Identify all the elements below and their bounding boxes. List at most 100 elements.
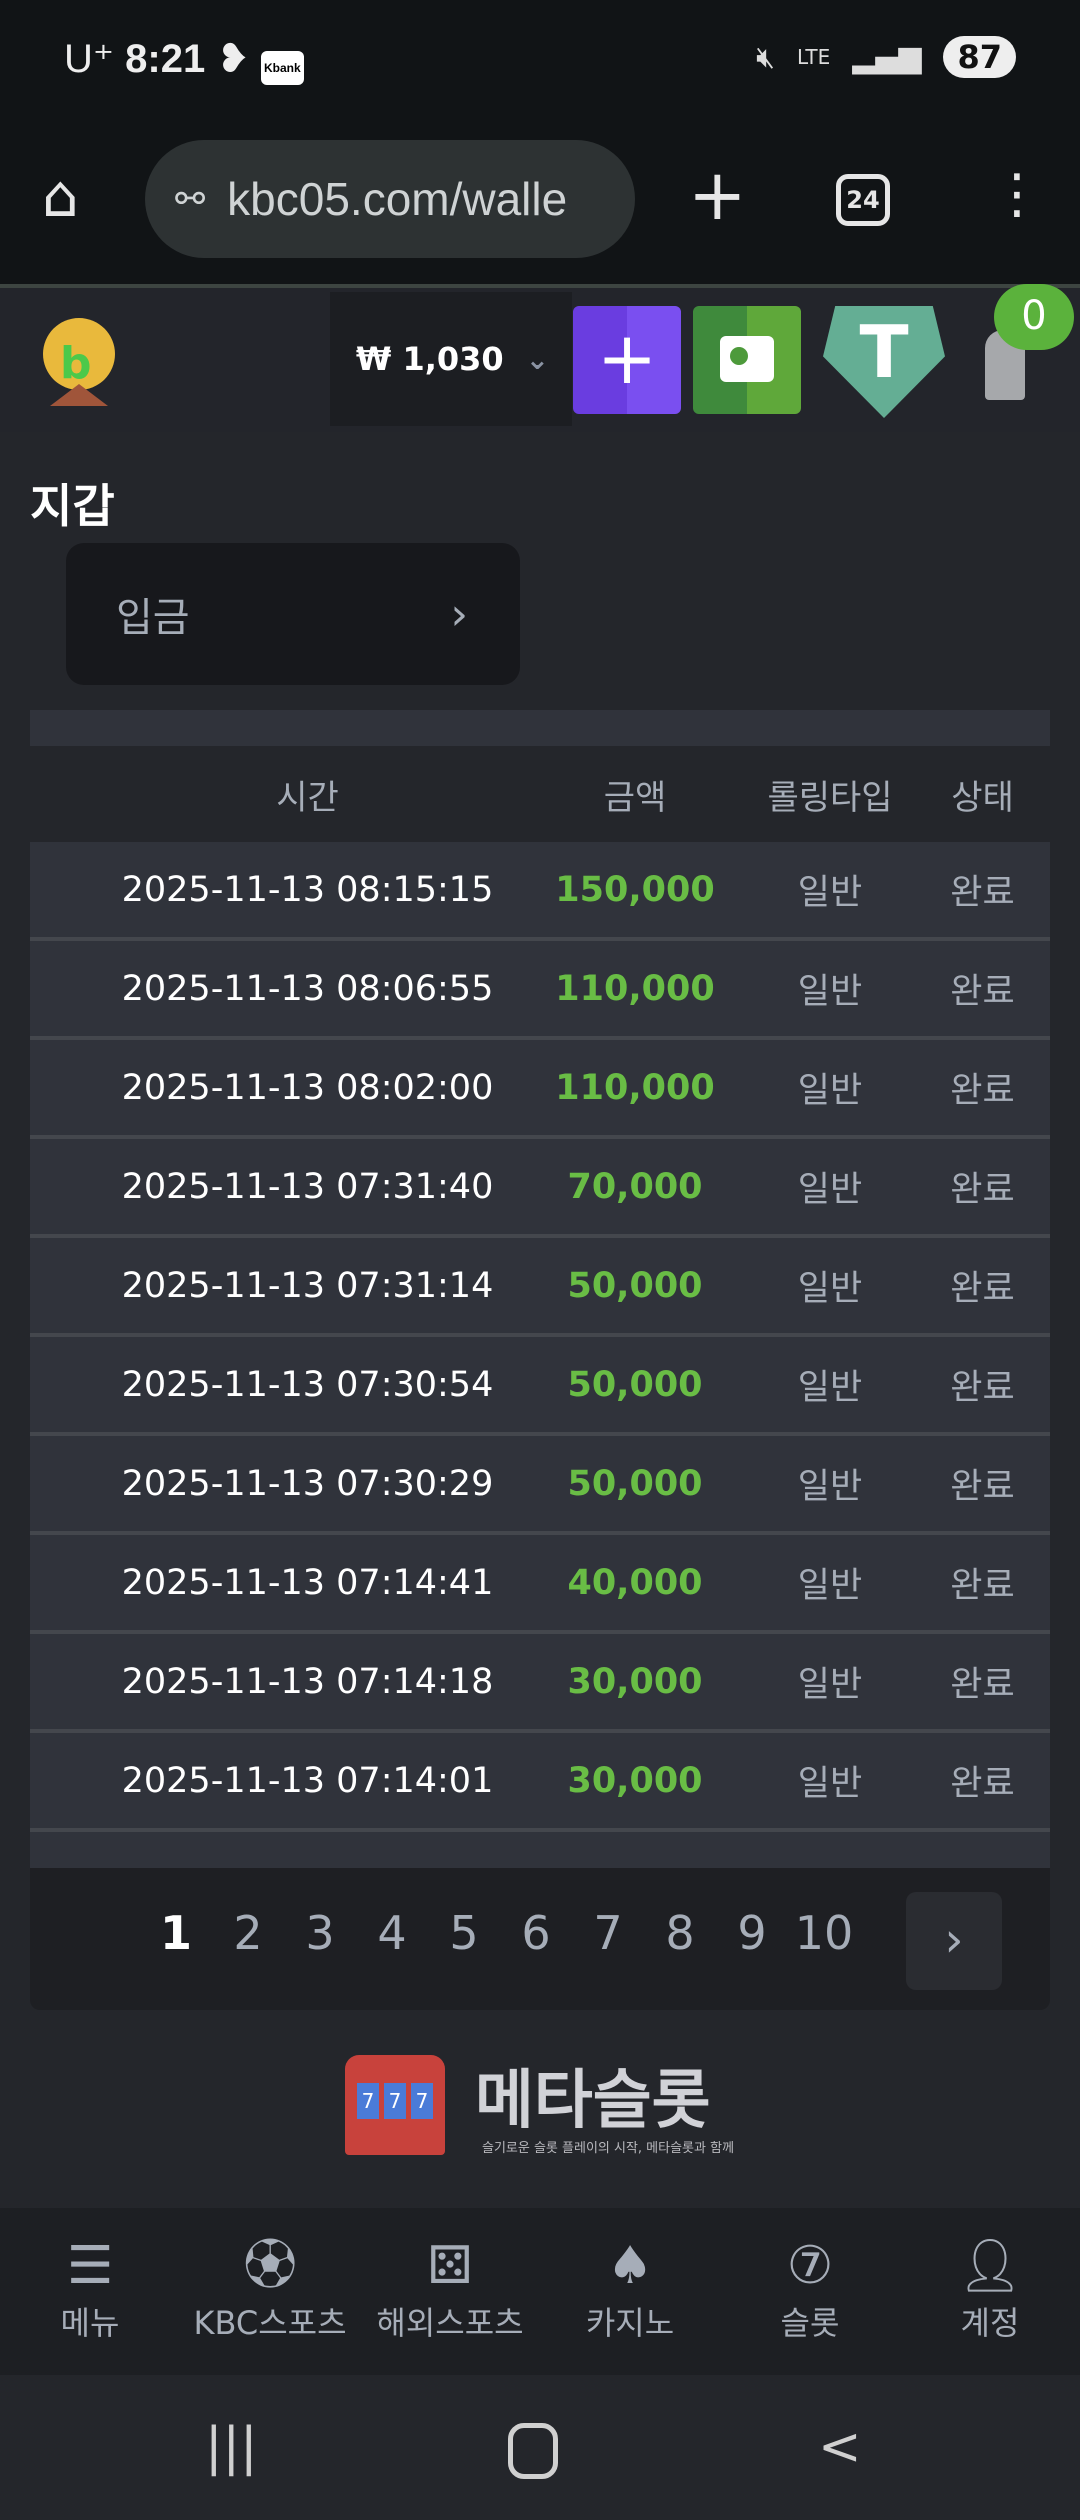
home-button-icon[interactable]: [508, 2423, 558, 2479]
chevron-right-icon: ›: [450, 588, 468, 640]
mute-icon: 🔇︎: [756, 39, 775, 75]
nav-label: 슬롯: [780, 2304, 840, 2342]
page-1[interactable]: 1: [159, 1906, 192, 1960]
more-menu-icon[interactable]: ⋮: [990, 162, 1044, 225]
status-icons: 🔇︎ LTE ▂▄▆ 87: [756, 36, 1016, 78]
nav-item-4[interactable]: ⑦ 슬롯: [720, 2208, 900, 2375]
deposit-tab[interactable]: 입금 ›: [66, 543, 520, 685]
table-row: 2025-11-13 08:02:00 110,000 일반 완료: [30, 1040, 1050, 1139]
pagination: 1 2 3 4 5 6 7 8 9 10 ›: [30, 1868, 1050, 2010]
svg-text:b: b: [60, 338, 92, 389]
vault-button[interactable]: [693, 306, 801, 414]
page-9[interactable]: 9: [737, 1906, 767, 1960]
row-amount: 110,000: [555, 968, 715, 1009]
row-status: 완료: [950, 1170, 1015, 1210]
row-rolling-type: 일반: [797, 1566, 863, 1606]
page-2[interactable]: 2: [233, 1906, 263, 1960]
page-7[interactable]: 7: [593, 1906, 623, 1960]
nav-label: 메뉴: [60, 2304, 120, 2342]
nav-label: KBC스포츠: [193, 2304, 347, 2342]
tab-switcher-button[interactable]: 24: [836, 174, 890, 226]
row-rolling-type: 일반: [797, 1764, 863, 1804]
safe-icon: [720, 336, 774, 382]
soccer-ball-icon: ⚽︎: [243, 2236, 296, 2296]
home-icon[interactable]: ⌂: [42, 162, 79, 230]
chevron-down-icon: ⌄: [525, 342, 550, 376]
next-page-button[interactable]: ›: [906, 1892, 1002, 1990]
row-rolling-type: 일반: [797, 1269, 863, 1309]
watermark-subtitle: 슬기로운 슬롯 플레이의 시작, 메타슬롯과 함께: [482, 2141, 735, 2156]
nav-label: 카지노: [585, 2304, 675, 2342]
recent-apps-icon[interactable]: |||: [205, 2417, 258, 2477]
row-time: 2025-11-13 08:02:00: [121, 1067, 494, 1108]
row-amount: 50,000: [567, 1265, 703, 1306]
chevron-right-icon: ›: [944, 1912, 964, 1968]
table-row: 2025-11-13 07:14:41 40,000 일반 완료: [30, 1535, 1050, 1634]
page-numbers: 1 2 3 4 5 6 7 8 9 10: [140, 1906, 860, 1960]
row-time: 2025-11-13 08:06:55: [121, 968, 494, 1009]
page-4[interactable]: 4: [377, 1906, 407, 1960]
row-status: 완료: [950, 1467, 1015, 1507]
nav-item-0[interactable]: ☰ 메뉴: [0, 2208, 180, 2375]
site-header: b ₩ 1,030 ⌄ + T 0: [0, 284, 1080, 432]
nav-item-2[interactable]: ⚄ 해외스포츠: [360, 2208, 540, 2375]
deposit-plus-button[interactable]: +: [573, 306, 681, 414]
header-rolling-type: 롤링타입: [767, 777, 893, 818]
table-row: 2025-11-13 07:30:29 50,000 일반 완료: [30, 1436, 1050, 1535]
nav-item-5[interactable]: 👤︎ 계정: [900, 2208, 1080, 2375]
thread-icon: ❥: [216, 37, 250, 81]
header-time: 시간: [276, 777, 339, 818]
row-amount: 150,000: [555, 869, 715, 910]
page-3[interactable]: 3: [305, 1906, 335, 1960]
page-8[interactable]: 8: [665, 1906, 695, 1960]
row-status: 완료: [950, 1764, 1015, 1804]
status-bar: U⁺ 8:21 ❥ Kbank 🔇︎ LTE ▂▄▆ 87: [0, 0, 1080, 140]
row-amount: 30,000: [567, 1661, 703, 1702]
row-amount: 50,000: [567, 1364, 703, 1405]
nav-item-3[interactable]: ♠ 카지노: [540, 2208, 720, 2375]
row-status: 완료: [950, 1071, 1015, 1111]
page-5[interactable]: 5: [449, 1906, 479, 1960]
site-settings-icon[interactable]: ⚯: [175, 178, 206, 219]
row-amount: 40,000: [567, 1562, 703, 1603]
header-status: 상태: [951, 777, 1014, 818]
table-row: 2025-11-13 07:31:40 70,000 일반 완료: [30, 1139, 1050, 1238]
watermark-title: 메타슬롯: [475, 2064, 711, 2138]
deposit-history-table: 시간 금액 롤링타입 상태 2025-11-13 08:15:15 150,000…: [30, 710, 1050, 1868]
dice-icon: ⚄: [427, 2236, 473, 2296]
row-amount: 70,000: [567, 1166, 703, 1207]
row-time: 2025-11-13 07:31:14: [121, 1265, 494, 1306]
nav-item-1[interactable]: ⚽︎ KBC스포츠: [180, 2208, 360, 2375]
row-rolling-type: 일반: [797, 1071, 863, 1111]
page-10[interactable]: 10: [794, 1906, 854, 1960]
balance-amount: ₩ 1,030: [356, 340, 504, 378]
row-time: 2025-11-13 07:30:54: [121, 1364, 494, 1405]
new-tab-icon[interactable]: +: [688, 154, 747, 236]
balance-dropdown[interactable]: ₩ 1,030 ⌄: [330, 292, 572, 426]
nav-label: 해외스포츠: [376, 2304, 524, 2342]
row-status: 완료: [950, 1566, 1015, 1606]
url-bar[interactable]: ⚯ kbc05.com/walle: [145, 140, 635, 258]
row-amount: 50,000: [567, 1463, 703, 1504]
row-time: 2025-11-13 07:14:18: [121, 1661, 494, 1702]
table-row: 2025-11-13 07:31:14 50,000 일반 완료: [30, 1238, 1050, 1337]
divider: [0, 284, 1080, 288]
row-time: 2025-11-13 07:31:40: [121, 1166, 494, 1207]
browser-toolbar: ⌂ ⚯ kbc05.com/walle + 24 ⋮: [0, 140, 1080, 284]
site-logo[interactable]: b: [40, 314, 118, 406]
notification-badge: 0: [994, 284, 1074, 350]
slot-seven-icon: ⑦: [786, 2236, 834, 2296]
table-header: 시간 금액 롤링타입 상태: [30, 746, 1050, 842]
kbank-icon: Kbank: [260, 51, 304, 85]
system-nav-bar: ||| <: [0, 2375, 1080, 2520]
table-row: 2025-11-13 07:30:54 50,000 일반 완료: [30, 1337, 1050, 1436]
row-amount: 30,000: [567, 1760, 703, 1801]
row-status: 완료: [950, 873, 1015, 913]
tether-button[interactable]: T: [823, 306, 945, 418]
back-icon[interactable]: <: [818, 2417, 862, 2477]
battery-indicator: 87: [943, 36, 1016, 78]
row-status: 완료: [950, 1665, 1015, 1705]
page-6[interactable]: 6: [521, 1906, 551, 1960]
